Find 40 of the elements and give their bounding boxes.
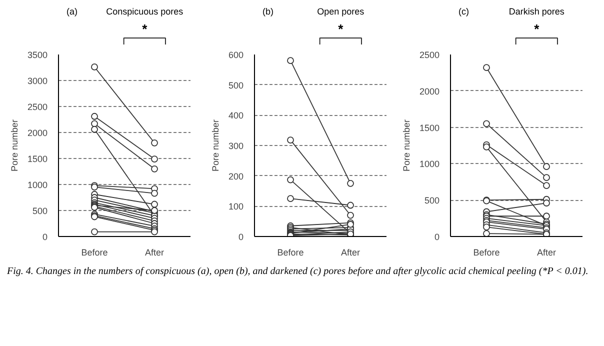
y-tick-label: 300: [228, 141, 244, 151]
y-tick-label: 500: [32, 206, 48, 216]
y-tick-label: 0: [238, 232, 244, 242]
text: *: [338, 22, 344, 36]
text: (c): [458, 6, 469, 16]
chart-title: Open pores: [317, 6, 365, 16]
y-tick-label: 2000: [419, 86, 440, 96]
y-axis-title: Pore number: [401, 119, 412, 172]
y-tick-label: 400: [228, 110, 244, 121]
chart-title: Darkish pores: [508, 6, 565, 16]
y-tick-label: 600: [228, 50, 244, 60]
y-tick-label: 3500: [27, 50, 48, 60]
y-tick-label: 0: [434, 232, 440, 242]
y-tick-label: 1500: [419, 122, 440, 133]
y-axis-title: Pore number: [9, 119, 20, 172]
x-tick-label: Before: [277, 248, 304, 258]
y-tick-label: 1000: [27, 180, 48, 190]
text: *: [534, 22, 540, 36]
y-tick-label: 2500: [27, 102, 48, 112]
y-tick-label: 1000: [419, 159, 440, 170]
y-tick-label: 500: [228, 80, 244, 90]
text: (a): [66, 6, 78, 16]
chart-title: Conspicuous pores: [106, 6, 184, 16]
x-tick-label: Before: [473, 248, 500, 258]
y-tick-label: 200: [228, 171, 244, 182]
text: *: [142, 22, 148, 36]
y-tick-label: 2500: [419, 50, 440, 60]
x-tick-label: After: [144, 248, 164, 258]
x-tick-label: Before: [81, 248, 108, 258]
y-tick-label: 100: [228, 202, 244, 212]
x-tick-label: After: [536, 248, 556, 258]
text: (b): [262, 6, 274, 16]
y-axis-title: Pore number: [210, 119, 220, 172]
x-tick-label: After: [340, 248, 360, 258]
y-tick-label: 2000: [27, 128, 48, 138]
caption: Fig. 4. Changes in the numbers of conspicuous (a), open (b), and darkened (c) pores before and after glycolic acid chemical peeling (*P < 0.01).: [7, 265, 588, 279]
y-tick-label: 500: [424, 196, 440, 206]
y-tick-label: 0: [42, 232, 48, 242]
y-tick-label: 3000: [27, 76, 48, 86]
y-tick-label: 1500: [27, 154, 48, 164]
